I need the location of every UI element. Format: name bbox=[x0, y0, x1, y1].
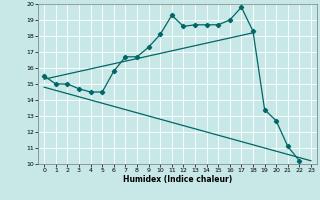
X-axis label: Humidex (Indice chaleur): Humidex (Indice chaleur) bbox=[123, 175, 232, 184]
